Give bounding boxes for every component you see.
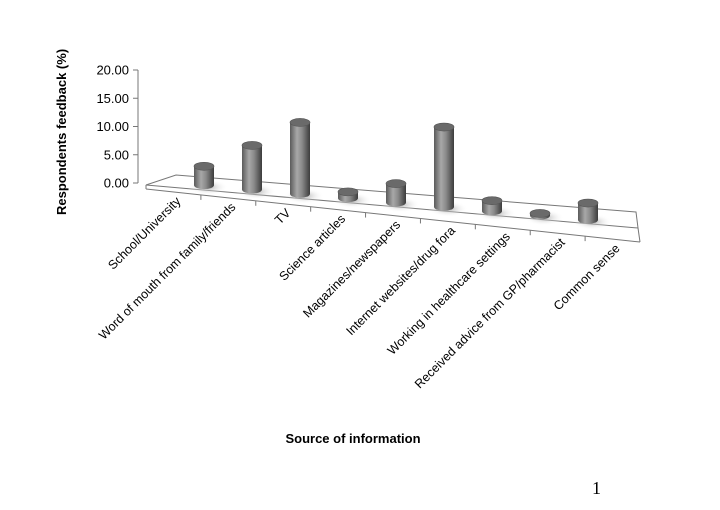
bar-top [577,198,599,208]
bar [476,196,516,222]
floor-edge [637,227,641,243]
x-tick-label: Word of mouth from family/friends [96,200,238,342]
chart-bars [188,118,612,230]
y-tick-label: 0.00 [104,176,129,191]
bar-top [337,187,359,197]
bar [188,161,228,196]
bar-top [481,196,503,205]
x-tick-label: Common sense [551,241,623,313]
chart-axes: 0.00 5.00 10.00 15.00 20.00 [96,63,139,191]
page-number: 1 [592,478,601,498]
bar-top [289,118,311,127]
bar [284,118,324,204]
y-axis-title: Respondents feedback (%) [54,49,69,215]
bar-body [434,127,454,211]
bar [332,187,372,209]
bar [380,179,420,213]
bar [524,209,564,226]
bar-top [385,179,407,188]
x-tick-label: TV [272,205,294,227]
x-axis-title: Source of information [285,431,420,446]
x-tick-label: Working in healthcare settings [385,229,513,357]
x-tick-label: Internet websites/drug fora [343,224,458,339]
bar-top [193,161,215,171]
bar-body [578,203,598,224]
bar-body [242,145,262,194]
y-tick-label: 10.00 [96,119,129,134]
bar-body [386,183,406,207]
bar-body [290,122,310,198]
bar-top [241,141,263,150]
y-tick-label: 15.00 [96,91,129,106]
floor-front-edge [145,188,641,243]
bar-top [433,122,455,132]
bar-top [529,209,551,218]
y-tick-label: 20.00 [96,63,129,78]
bar-body [194,166,214,190]
bar [428,122,468,217]
y-tick-label: 5.00 [104,147,129,162]
bar [572,198,612,230]
bar [236,141,276,200]
